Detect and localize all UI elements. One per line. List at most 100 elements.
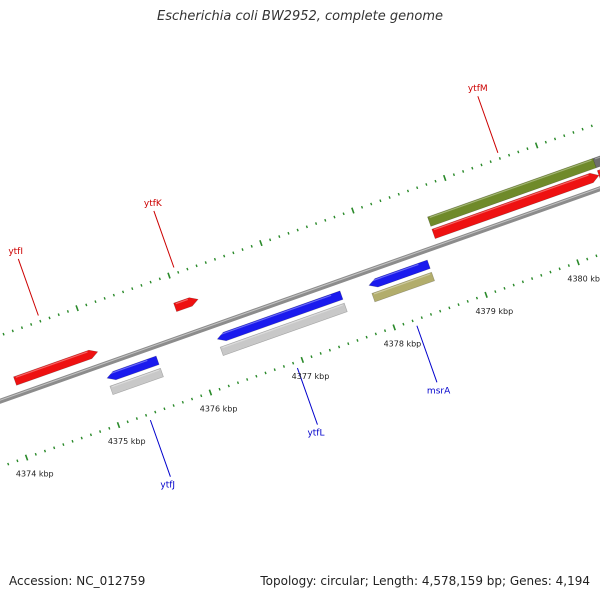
forward-ring-major-tick xyxy=(76,305,78,311)
gene-callouts: cysQytfIytfKytfJytfLmsrAytfMytfN xyxy=(0,4,600,490)
forward-ring-minor-tick xyxy=(343,213,344,215)
forward-ring-minor-tick xyxy=(490,161,491,163)
forward-ring-minor-tick xyxy=(499,157,500,159)
forward-ring-minor-tick xyxy=(3,333,4,335)
scale-label: 4379 kbp xyxy=(475,307,513,316)
forward-ring-minor-tick xyxy=(150,281,151,283)
forward-ring-minor-tick xyxy=(205,261,206,263)
forward-ring-minor-tick xyxy=(527,148,528,150)
reverse-ring-minor-tick xyxy=(477,297,478,299)
reverse-ring-minor-tick xyxy=(541,274,542,276)
reverse-ring-major-tick xyxy=(26,455,28,461)
reverse-ring-minor-tick xyxy=(293,362,294,364)
reverse-ring-minor-tick xyxy=(155,411,156,413)
forward-ring-minor-tick xyxy=(306,226,307,228)
reverse-ring-major-tick xyxy=(485,292,487,298)
scale-label: 4380 kbp xyxy=(567,274,600,283)
gene-label-ytfl: ytfL xyxy=(307,429,324,439)
forward-ring-minor-tick xyxy=(196,265,197,267)
reverse-ring-minor-tick xyxy=(127,421,128,423)
backbone-line xyxy=(0,57,600,496)
reverse-ring-minor-tick xyxy=(146,414,147,416)
reverse-ring-minor-tick xyxy=(247,378,248,380)
reverse-ring-minor-tick xyxy=(284,365,285,367)
reverse-ring-minor-tick xyxy=(366,336,367,338)
scale-label: 4375 kbp xyxy=(108,437,146,446)
reverse-ring-minor-tick xyxy=(219,388,220,390)
accession-text: Accession: NC_012759 xyxy=(9,574,145,588)
forward-ring-minor-tick xyxy=(389,196,390,198)
forward-ring-minor-tick xyxy=(58,313,59,315)
reverse-tick-ring xyxy=(0,118,600,558)
forward-ring-minor-tick xyxy=(380,200,381,202)
forward-ring-minor-tick xyxy=(564,134,565,136)
reverse-ring-major-tick xyxy=(117,422,119,428)
scale-label: 4378 kbp xyxy=(384,339,422,348)
forward-ring-major-tick xyxy=(444,175,446,181)
forward-ring-minor-tick xyxy=(104,297,105,299)
reverse-ring-minor-tick xyxy=(192,398,193,400)
forward-ring-minor-tick xyxy=(22,327,23,329)
backbone-highlight xyxy=(0,56,600,495)
reverse-ring-minor-tick xyxy=(568,264,569,266)
reverse-ring-minor-tick xyxy=(274,369,275,371)
forward-ring-minor-tick xyxy=(270,239,271,241)
forward-ring-minor-tick xyxy=(371,203,372,205)
reverse-ring-minor-tick xyxy=(17,460,18,462)
forward-ring-minor-tick xyxy=(555,138,556,140)
forward-ring-minor-tick xyxy=(123,291,124,293)
reverse-ring-minor-tick xyxy=(348,343,349,345)
reverse-ring-major-tick xyxy=(393,325,395,331)
callout-line-ytfj xyxy=(150,420,170,477)
reverse-ring-minor-tick xyxy=(201,395,202,397)
forward-ring-minor-tick xyxy=(472,167,473,169)
reverse-ring-minor-tick xyxy=(228,385,229,387)
forward-ring-minor-tick xyxy=(398,193,399,195)
reverse-ring-major-tick xyxy=(301,357,303,363)
forward-ring-minor-tick xyxy=(426,183,427,185)
forward-ring-minor-tick xyxy=(518,151,519,153)
gene-label-ytfj: ytfJ xyxy=(160,481,175,491)
forward-ring-minor-tick xyxy=(31,323,32,325)
forward-ring-minor-tick xyxy=(178,271,179,273)
reverse-ring-minor-tick xyxy=(265,372,266,374)
gene-track xyxy=(0,57,600,497)
reverse-ring-minor-tick xyxy=(256,375,257,377)
reverse-ring-minor-tick xyxy=(35,453,36,455)
gene-label-ytfm: ytfM xyxy=(468,84,488,94)
forward-ring-minor-tick xyxy=(509,154,510,156)
forward-ring-minor-tick xyxy=(454,174,455,176)
forward-ring-minor-tick xyxy=(463,170,464,172)
forward-ring-major-tick xyxy=(168,273,170,279)
callout-line-ytfm xyxy=(478,96,498,153)
reverse-ring-minor-tick xyxy=(458,303,459,305)
gene-label-ytfk: ytfK xyxy=(144,199,163,209)
forward-ring-minor-tick xyxy=(591,125,592,127)
reverse-ring-minor-tick xyxy=(403,323,404,325)
topology-summary: Topology: circular; Length: 4,578,159 bp… xyxy=(260,574,590,588)
reverse-ring-minor-tick xyxy=(136,417,137,419)
forward-ring-minor-tick xyxy=(242,248,243,250)
forward-ring-minor-tick xyxy=(40,320,41,322)
forward-ring-minor-tick xyxy=(113,294,114,296)
forward-ring-minor-tick xyxy=(481,164,482,166)
reverse-ring-minor-tick xyxy=(72,440,73,442)
reverse-ring-minor-tick xyxy=(559,268,560,270)
callout-line-ytfi xyxy=(18,259,38,316)
reverse-ring-minor-tick xyxy=(329,349,330,351)
forward-ring-major-tick xyxy=(260,240,262,246)
gene-feature-ytfm xyxy=(432,173,599,238)
reverse-ring-minor-tick xyxy=(449,307,450,309)
reverse-ring-minor-tick xyxy=(467,300,468,302)
reverse-ring-minor-tick xyxy=(421,316,422,318)
forward-ring-minor-tick xyxy=(215,258,216,260)
forward-ring-minor-tick xyxy=(325,219,326,221)
gene-feature-ytfn xyxy=(593,57,600,167)
callout-line-ytfk xyxy=(154,211,174,268)
reverse-ring-minor-tick xyxy=(339,346,340,348)
forward-ring-minor-tick xyxy=(408,190,409,192)
forward-ring-minor-tick xyxy=(12,330,13,332)
